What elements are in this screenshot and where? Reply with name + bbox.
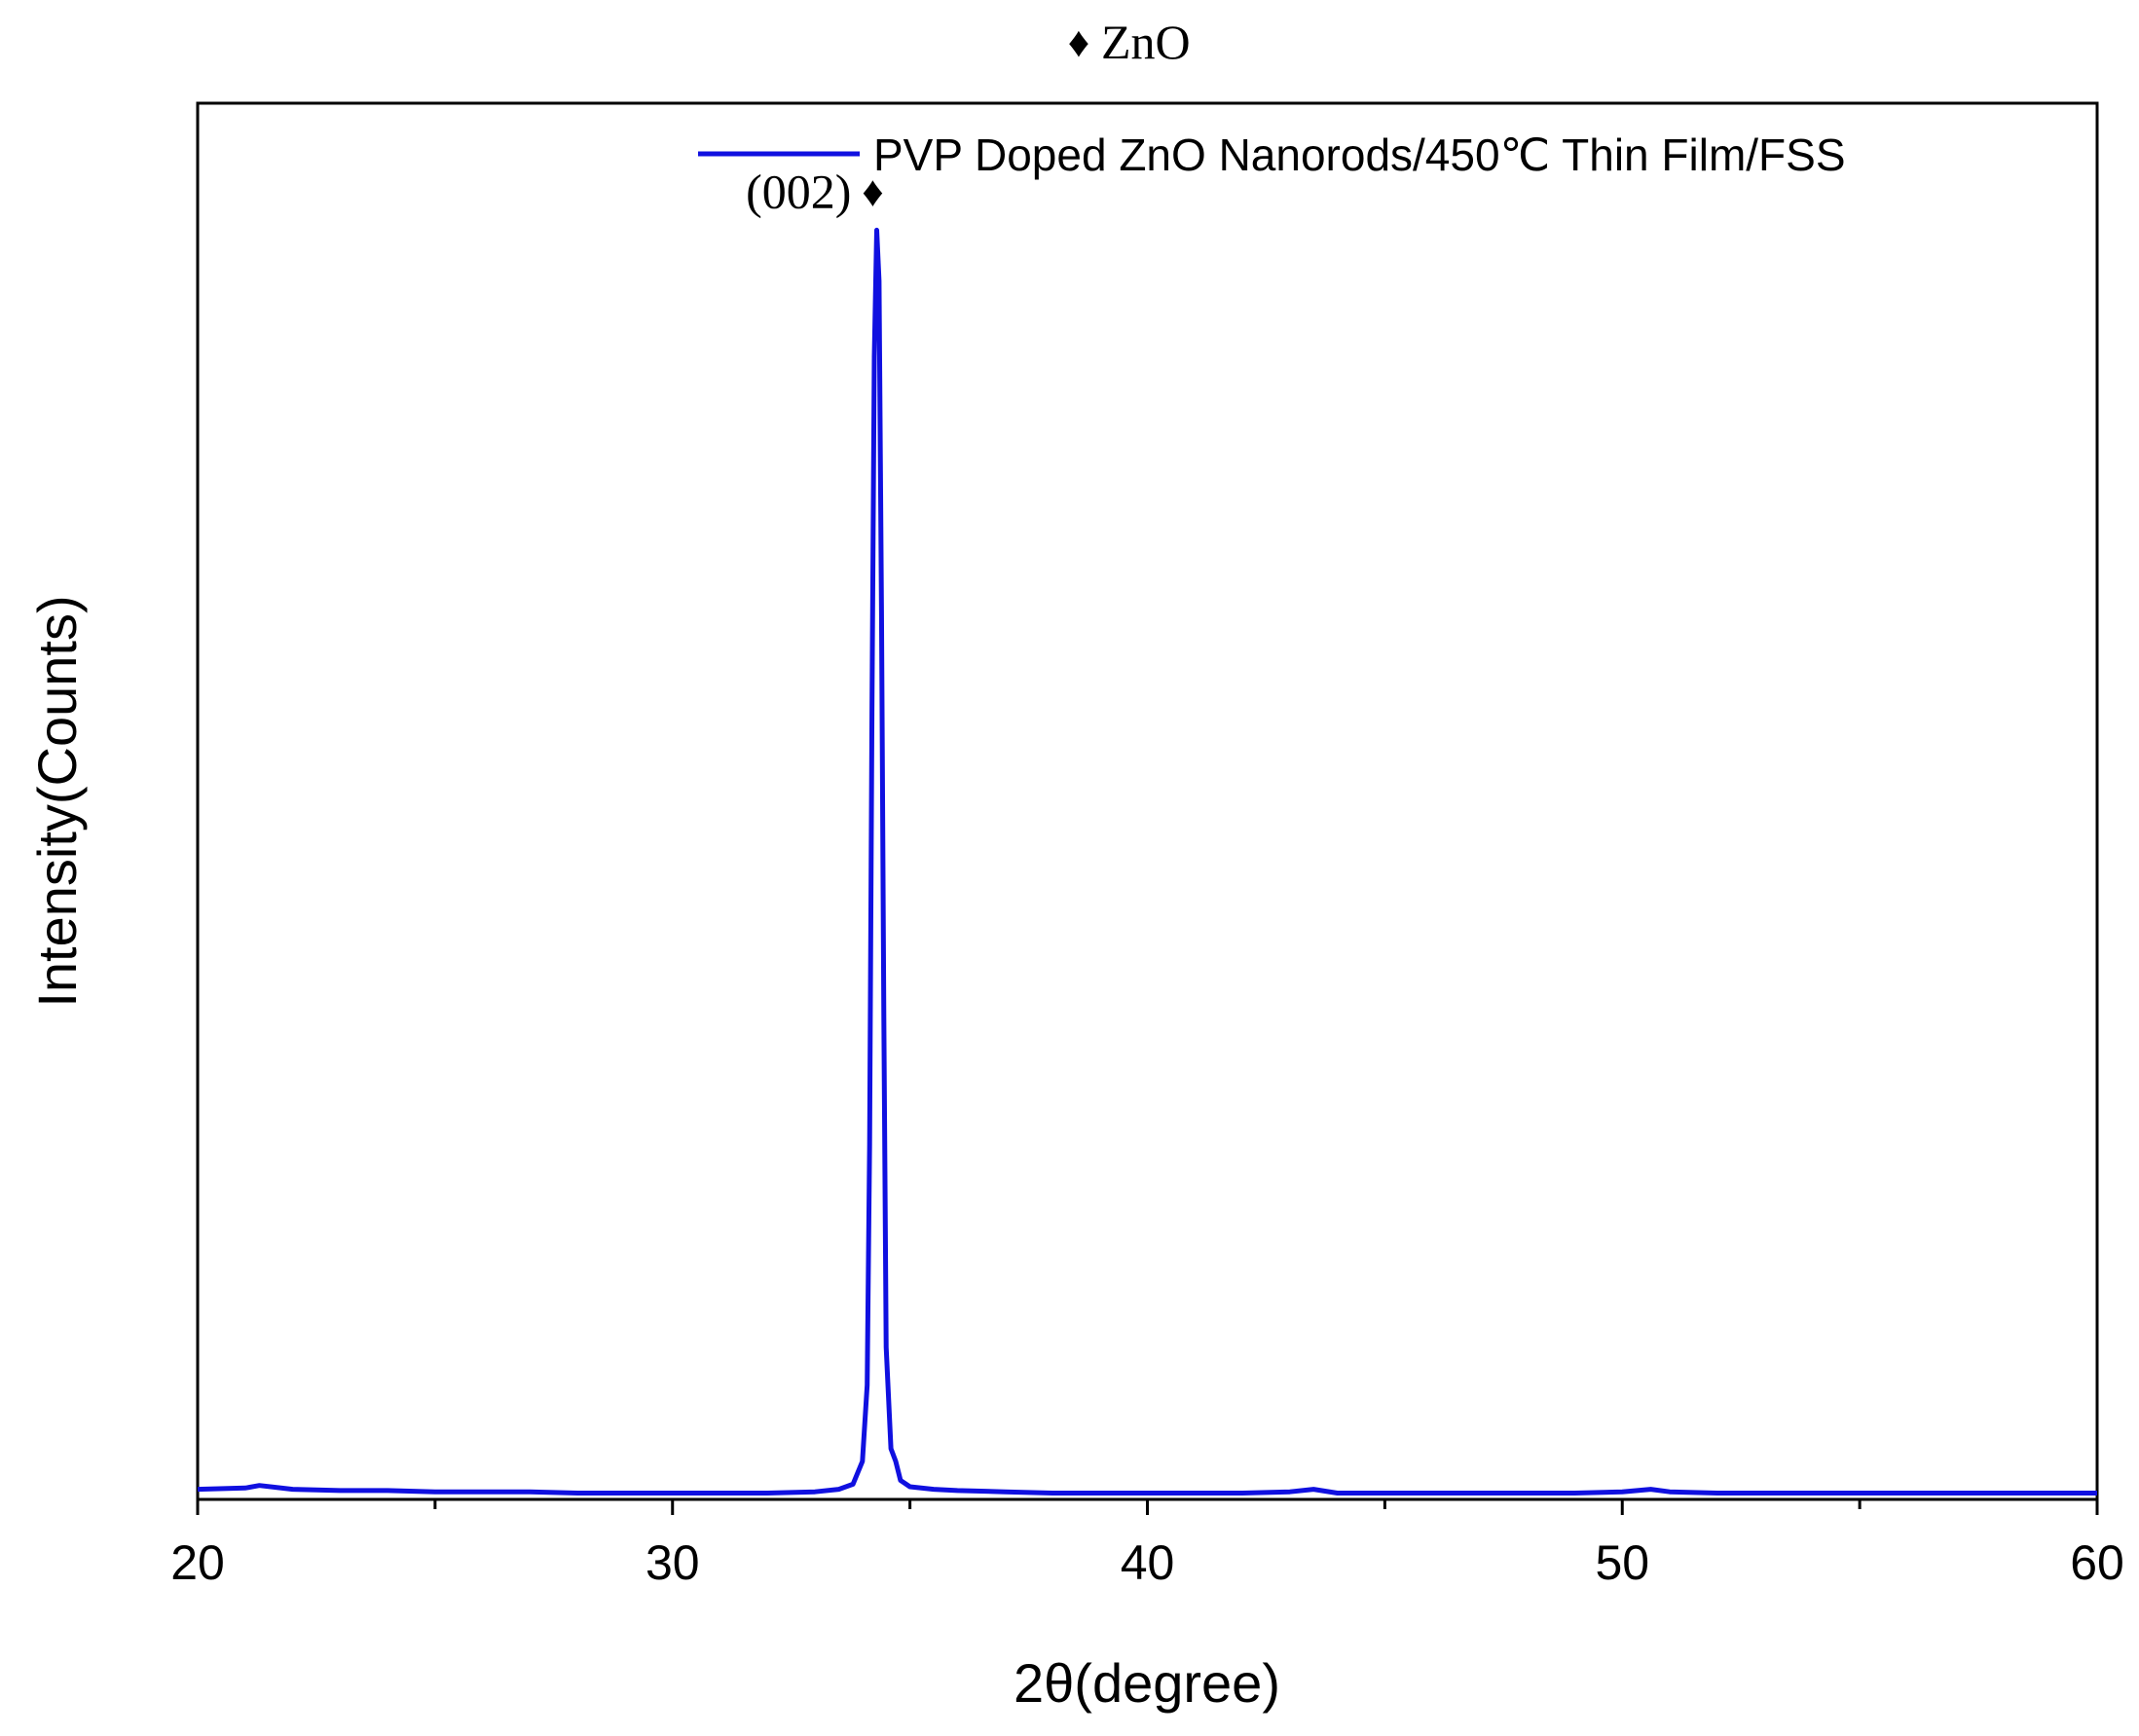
x-tick-label: 20 [170, 1535, 225, 1590]
x-tick-label: 50 [1595, 1535, 1649, 1590]
y-axis-label: Intensity(Counts) [26, 595, 88, 1007]
phase-legend-marker: ♦ [1068, 18, 1089, 66]
x-axis-label: 2θ(degree) [1014, 1652, 1280, 1714]
phase-legend: ♦ ZnO [1068, 15, 1191, 69]
peak-annotation-label: (002) [746, 164, 851, 218]
series-legend: PVP Doped ZnO Nanorods/450℃ Thin Film/FS… [698, 129, 1846, 180]
series-legend-label: PVP Doped ZnO Nanorods/450℃ Thin Film/FS… [873, 129, 1846, 180]
peak-annotation-marker: ♦ [862, 167, 883, 215]
x-tick-label: 30 [645, 1535, 700, 1590]
x-tick-label: 60 [2070, 1535, 2124, 1590]
peak-annotation: (002) ♦ [746, 164, 884, 218]
x-tick-label: 40 [1121, 1535, 1175, 1590]
series-line [197, 227, 2097, 1496]
x-axis: 20 30 40 50 60 [170, 1499, 2124, 1590]
phase-legend-label: ZnO [1101, 15, 1191, 69]
plot-frame [196, 101, 2099, 1501]
